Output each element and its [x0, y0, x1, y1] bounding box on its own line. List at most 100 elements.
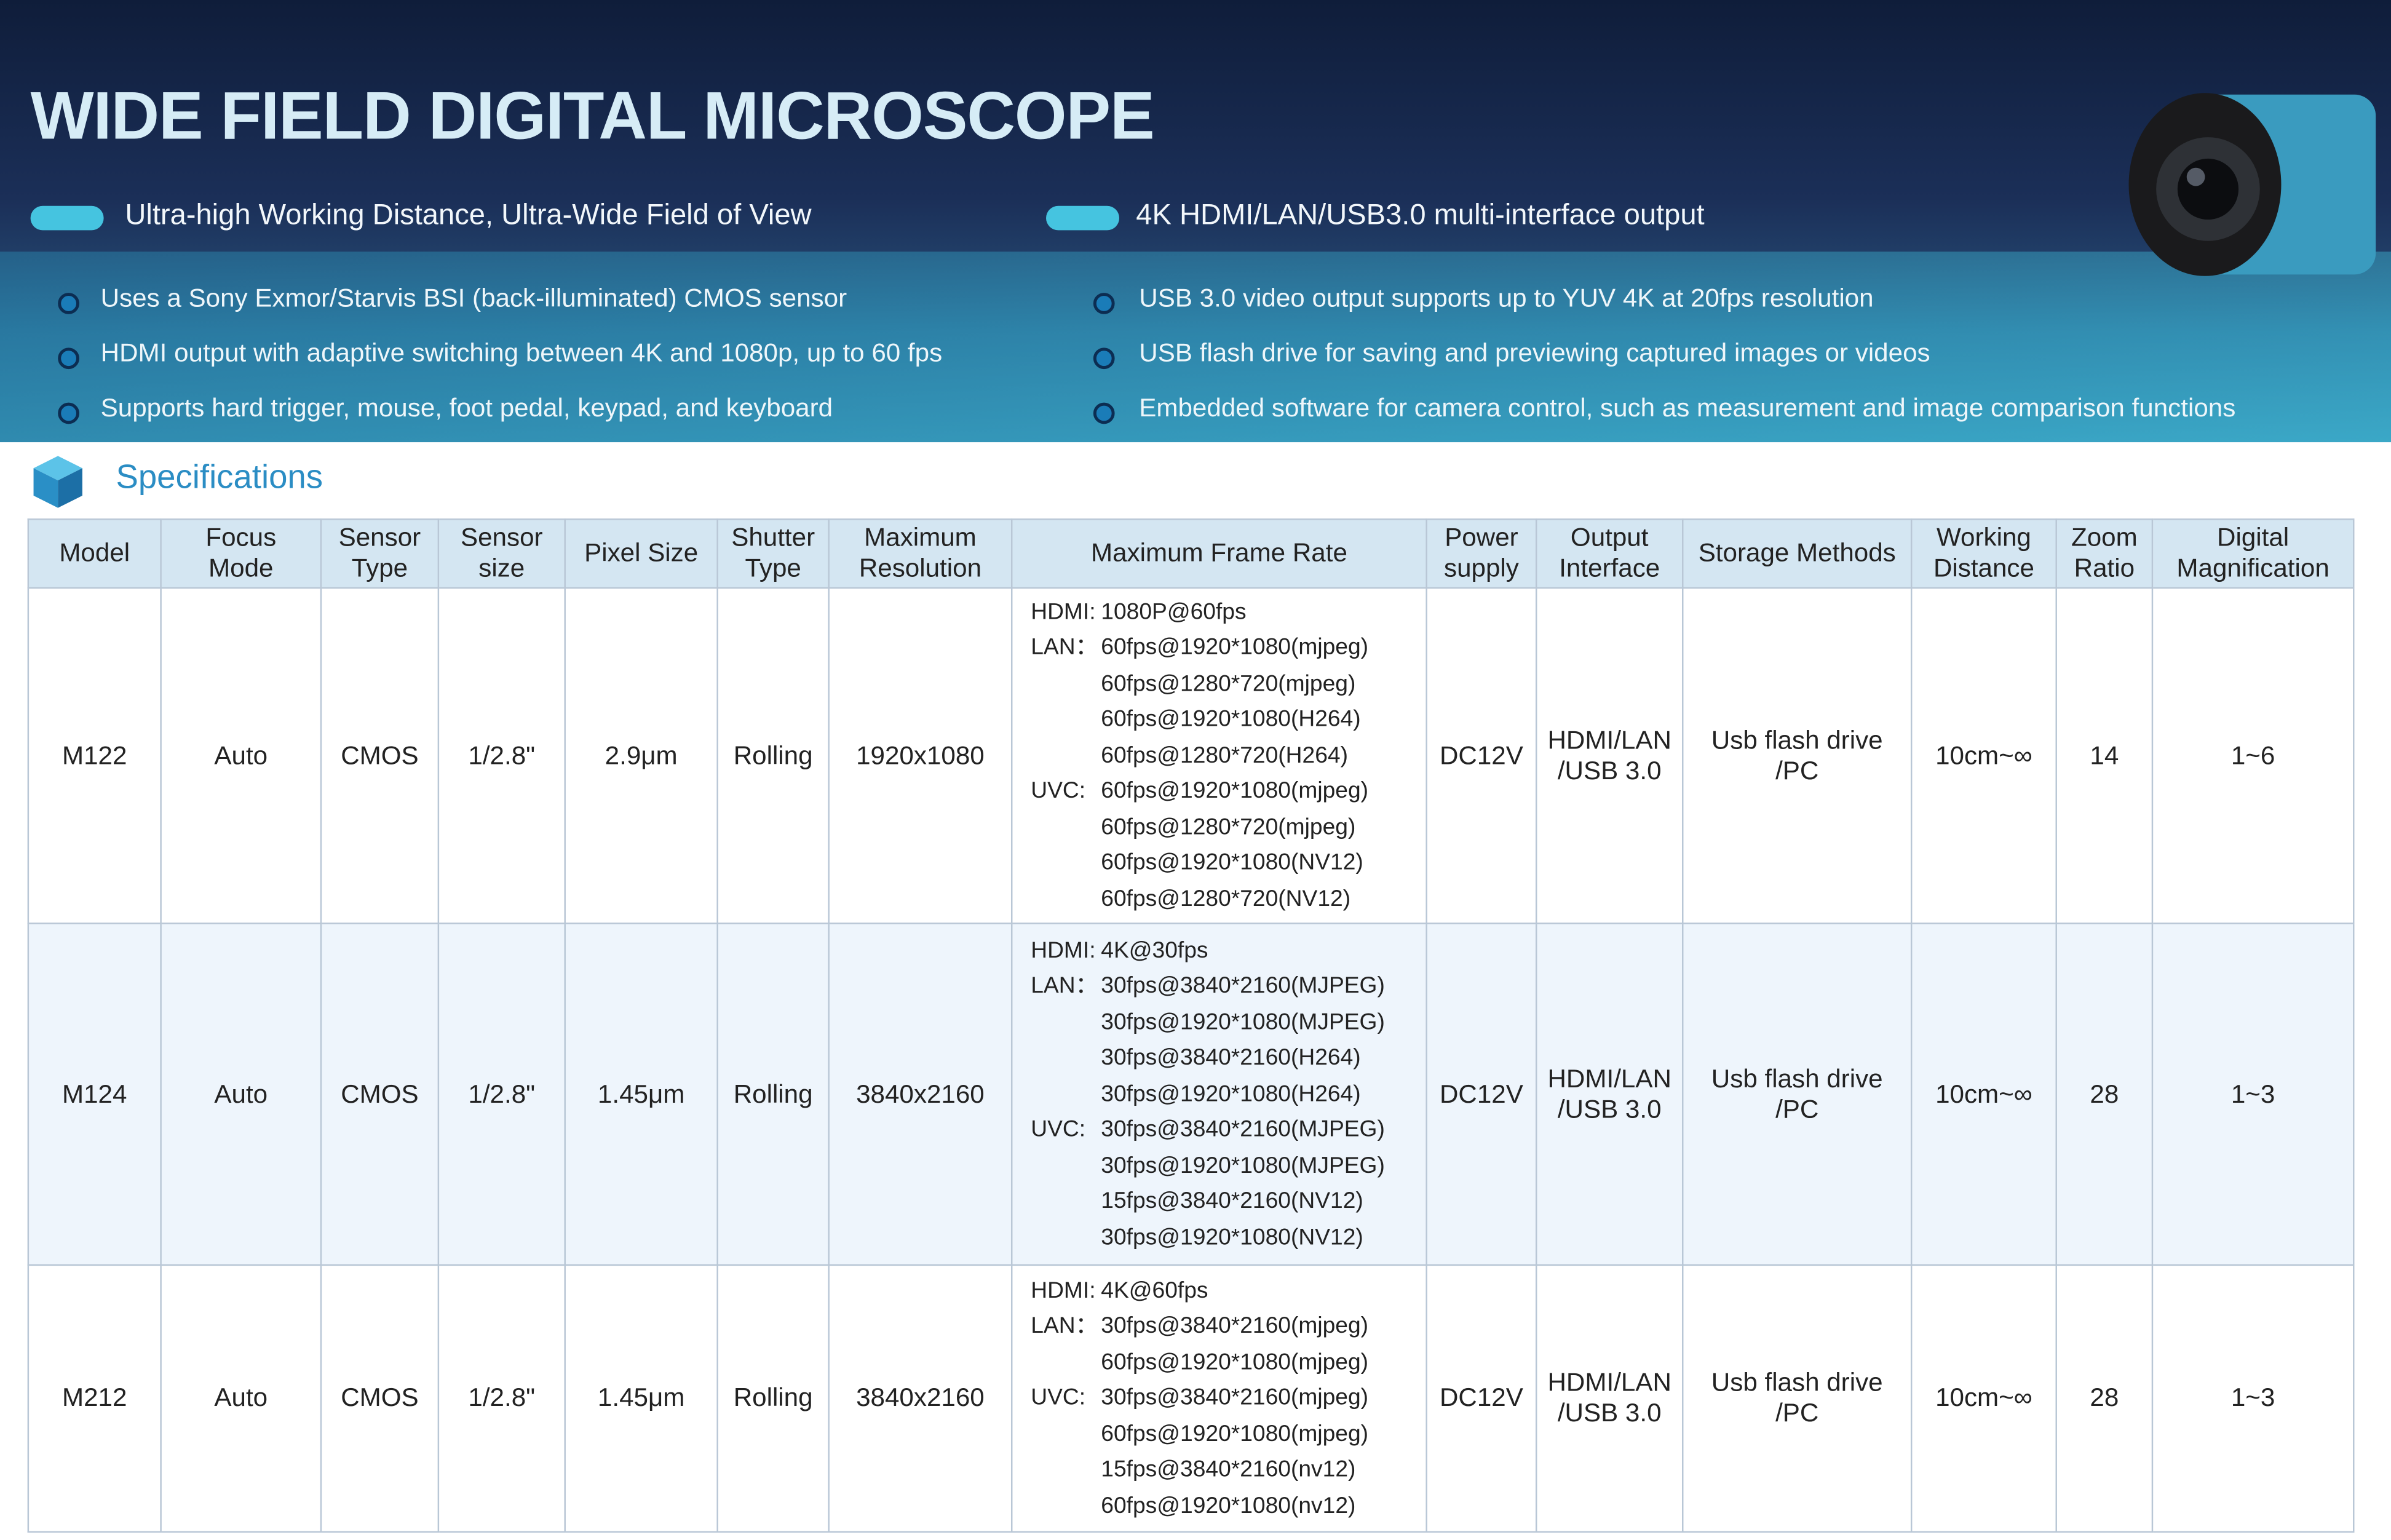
mode: 60fps@1920*1080(mjpeg) [1101, 1349, 1369, 1375]
cell: 28 [2055, 923, 2154, 1266]
column-header: Maximum Frame Rate [1010, 518, 1427, 589]
column-header: Zoom Ratio [2055, 518, 2154, 589]
mode-list: 1080P@60fps [1101, 594, 1246, 630]
mode: 60fps@1920*1080(mjpeg) [1101, 635, 1369, 661]
frame-rate-cell: HDMI: 1080P@60fps LAN： 60fps@1920*1080(mjpe… [1010, 587, 1427, 924]
page-title: WIDE FIELD DIGITAL MICROSCOPE [30, 79, 1155, 154]
frame-rate-group: UVC: 30fps@3840*2160(mjpeg) 60fps@1920*108… [1031, 1381, 1422, 1524]
mode: 60fps@1920*1080(mjpeg) [1101, 778, 1369, 804]
highlight-icon [30, 205, 104, 231]
column-header: Shutter Type [716, 518, 830, 589]
feature: USB flash drive for saving and previewin… [1139, 338, 1930, 368]
bullet [1093, 293, 1115, 314]
interface-label: UVC: [1031, 1385, 1086, 1411]
frame-rate-group: HDMI: 4K@30fps [1031, 933, 1422, 969]
column-header: Sensor Type [320, 518, 440, 589]
cell: M124 [27, 923, 162, 1266]
interface-label: UVC: [1031, 778, 1086, 804]
cell: Rolling [716, 923, 830, 1266]
feature: Uses a Sony Exmor/Starvis BSI (back-illu… [100, 284, 847, 313]
table-row: M124 Auto CMOS 1/2.8" 1.45μm Rolling 3840x2160… [27, 923, 2355, 1266]
cell: HDMI/LAN /USB 3.0 [1535, 587, 1684, 924]
mode: 60fps@1280*720(mjpeg) [1101, 814, 1356, 840]
column-header: Maximum Resolution [828, 518, 1013, 589]
interface-label: HDMI: [1031, 937, 1096, 964]
mode-list: 4K@30fps [1101, 933, 1208, 969]
section-title: Specifications [116, 457, 323, 496]
cell: 14 [2055, 587, 2154, 924]
cube-icon [33, 456, 82, 508]
column-header: Digital Magnification [2151, 518, 2355, 589]
interface-label: UVC: [1031, 1116, 1086, 1143]
mode-list: 30fps@3840*2160(mjpeg) 60fps@1920*1080(mj… [1101, 1381, 1368, 1524]
feature: USB 3.0 video output supports up to YUV … [1139, 284, 1874, 313]
mode: 1080P@60fps [1101, 598, 1247, 625]
feature: Supports hard trigger, mouse, foot pedal… [100, 393, 833, 423]
cell: Auto [160, 923, 322, 1266]
column-header: Working Distance [1910, 518, 2057, 589]
cell: CMOS [320, 1264, 440, 1533]
table-row: M122 Auto CMOS 1/2.8" 2.9μm Rolling 1920x1080 H… [27, 587, 2355, 924]
spec-table: Model Focus Mode Sensor Type Sensor size Pix… [27, 518, 2355, 1533]
camera-lens-inner [2177, 158, 2239, 220]
cell: Auto [160, 1264, 322, 1533]
cell: 3840x2160 [828, 1264, 1013, 1533]
mode: 60fps@1280*720(H264) [1101, 742, 1349, 769]
mode: 60fps@1280*720(NV12) [1101, 886, 1351, 912]
cell: HDMI/LAN /USB 3.0 [1535, 1264, 1684, 1533]
mode: 60fps@1920*1080(NV12) [1101, 849, 1363, 876]
column-header: Power supply [1425, 518, 1537, 589]
table-row: M212 Auto CMOS 1/2.8" 1.45μm Rolling 3840x2160… [27, 1264, 2355, 1533]
mode: 30fps@1920*1080(H264) [1101, 1081, 1361, 1107]
mode: 60fps@1280*720(mjpeg) [1101, 670, 1356, 697]
column-header: Storage Methods [1681, 518, 1913, 589]
cell: Usb flash drive /PC [1681, 923, 1913, 1266]
cell: DC12V [1425, 1264, 1537, 1533]
interface-label: LAN： [1031, 973, 1098, 999]
mode-list: 60fps@1920*1080(mjpeg) 60fps@1280*720(mjp… [1101, 630, 1368, 774]
interface-label: HDMI: [1031, 598, 1096, 625]
mode: 4K@60fps [1101, 1277, 1208, 1304]
frame-rate-group: LAN： 30fps@3840*2160(mjpeg) 60fps@1920*108… [1031, 1309, 1422, 1381]
hero-band [0, 252, 2391, 443]
cell: M122 [27, 587, 162, 924]
bullet [58, 347, 79, 370]
frame-rate-group: LAN： 30fps@3840*2160(MJPEG) 30fps@1920*108… [1031, 969, 1422, 1112]
mode-list: 30fps@3840*2160(mjpeg) 60fps@1920*1080(mj… [1101, 1309, 1368, 1381]
interface-label: HDMI: [1031, 1277, 1096, 1304]
mode: 15fps@3840*2160(NV12) [1101, 1188, 1363, 1215]
bullet [58, 402, 79, 424]
bullet [58, 293, 79, 314]
column-header: Pixel Size [564, 518, 718, 589]
cell: DC12V [1425, 923, 1537, 1266]
mode: 30fps@1920*1080(MJPEG) [1101, 1009, 1385, 1036]
mode: 4K@30fps [1101, 937, 1208, 964]
mode: 30fps@3840*2160(MJPEG) [1101, 973, 1385, 999]
cell: CMOS [320, 923, 440, 1266]
frame-rate-group: HDMI: 4K@60fps [1031, 1273, 1422, 1309]
frame-rate-cell: HDMI: 4K@30fps LAN： 30fps@3840*2160(MJPEG) 3… [1010, 923, 1427, 1266]
cell: 10cm~∞ [1910, 923, 2057, 1266]
header-row: Model Focus Mode Sensor Type Sensor size Pix… [27, 518, 2355, 589]
frame-rate-group: LAN： 60fps@1920*1080(mjpeg) 60fps@1280*720… [1031, 630, 1422, 774]
mode: 30fps@3840*2160(H264) [1101, 1045, 1361, 1071]
mode-list: 4K@60fps [1101, 1273, 1208, 1309]
cell: Usb flash drive /PC [1681, 587, 1913, 924]
mode: 30fps@1920*1080(MJPEG) [1101, 1152, 1385, 1179]
mode: 15fps@3840*2160(nv12) [1101, 1456, 1356, 1483]
mode-list: 30fps@3840*2160(MJPEG) 30fps@1920*1080(MJ… [1101, 969, 1385, 1112]
cell: Rolling [716, 1264, 830, 1533]
hero-banner: WIDE FIELD DIGITAL MICROSCOPE Ultra-high… [0, 0, 2391, 443]
column-header: Focus Mode [160, 518, 322, 589]
cell: Auto [160, 587, 322, 924]
feature: HDMI output with adaptive switching betw… [100, 338, 943, 368]
column-header: Model [27, 518, 162, 589]
cell: 1.45μm [564, 923, 718, 1266]
mode: 30fps@1920*1080(NV12) [1101, 1224, 1363, 1250]
feature: Embedded software for camera control, su… [1139, 393, 2236, 423]
cell: 1~3 [2151, 1264, 2355, 1533]
cell: 1~6 [2151, 587, 2355, 924]
mode-list: 30fps@3840*2160(MJPEG) 30fps@1920*1080(MJ… [1101, 1112, 1385, 1255]
cell: 1/2.8" [437, 923, 566, 1266]
cell: 2.9μm [564, 587, 718, 924]
